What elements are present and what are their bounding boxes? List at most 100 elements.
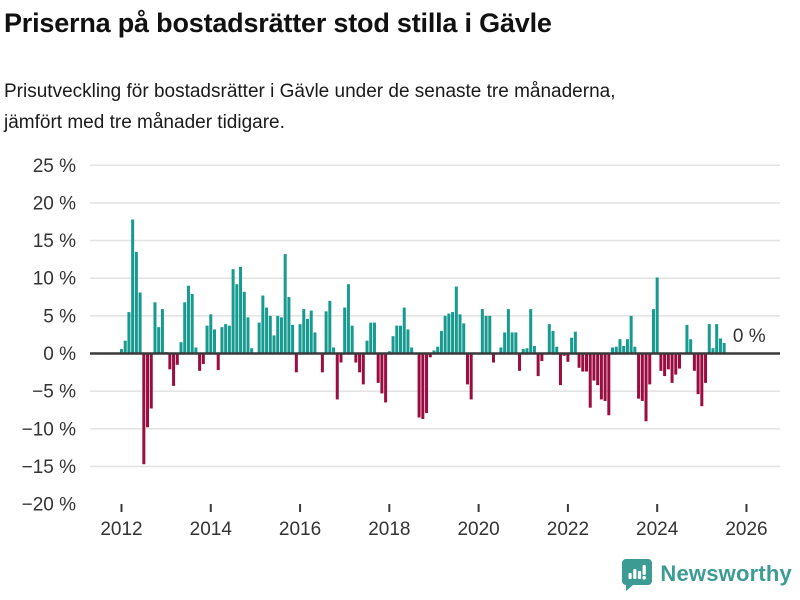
price-bar — [138, 292, 142, 354]
price-bar — [205, 325, 209, 354]
price-bar — [227, 325, 231, 354]
price-bar — [246, 317, 250, 354]
y-axis-label: 0 % — [43, 344, 76, 365]
price-bar — [160, 309, 164, 354]
price-bar — [666, 353, 670, 370]
price-bar — [670, 353, 674, 383]
price-bar — [525, 348, 529, 354]
price-bar — [235, 284, 239, 354]
price-bar — [361, 353, 365, 385]
price-bar — [194, 347, 198, 354]
price-bar — [410, 347, 414, 354]
price-bar — [707, 324, 711, 354]
price-bar — [663, 353, 667, 377]
price-bar — [395, 325, 399, 354]
price-bar — [458, 314, 462, 354]
price-bar — [220, 327, 224, 354]
price-bar — [506, 309, 510, 354]
x-axis-label: 2022 — [547, 519, 589, 540]
chart-subtitle: Prisutveckling för bostadsrätter i Gävle… — [4, 76, 784, 138]
price-bar — [294, 353, 298, 373]
price-bar — [655, 277, 659, 354]
price-bar — [302, 309, 306, 354]
price-bar — [309, 310, 313, 354]
price-bar — [134, 251, 138, 354]
y-axis-label: −5 % — [32, 382, 76, 403]
price-bar — [384, 353, 388, 403]
y-axis-label: −10 % — [22, 419, 77, 440]
price-bar — [555, 346, 559, 354]
price-bar — [659, 353, 663, 371]
price-bar — [261, 295, 265, 354]
price-bar — [651, 309, 655, 354]
price-bar — [443, 315, 447, 354]
price-bar — [633, 346, 637, 354]
price-bar — [224, 324, 228, 354]
newsworthy-logo-icon — [622, 558, 653, 591]
price-bar — [242, 291, 246, 354]
price-bar — [179, 342, 183, 354]
price-bar — [518, 353, 522, 371]
price-bar — [332, 347, 336, 354]
price-bar — [213, 329, 216, 354]
y-axis-label: 20 % — [33, 193, 76, 214]
price-bar — [637, 353, 641, 399]
price-bar — [146, 353, 150, 428]
price-bar — [704, 353, 708, 383]
x-axis-label: 2012 — [100, 519, 142, 540]
price-bar — [428, 353, 432, 358]
price-bar — [454, 286, 458, 354]
newsworthy-logo-text: Newsworthy — [660, 561, 792, 586]
price-bar — [175, 353, 179, 365]
chart-subtitle-line1: Prisutveckling för bostadsrätter i Gävle… — [4, 81, 616, 102]
price-bar — [183, 302, 187, 354]
price-bar — [573, 331, 577, 354]
price-bar — [618, 339, 622, 354]
price-bar — [599, 353, 603, 400]
price-bar — [640, 353, 644, 401]
price-bar — [354, 353, 358, 363]
price-bar — [172, 353, 176, 386]
price-bar — [462, 323, 466, 354]
price-bar — [521, 348, 525, 354]
price-bar — [499, 347, 503, 354]
price-bar — [339, 353, 343, 363]
price-bar — [209, 314, 213, 354]
price-bar — [350, 325, 354, 354]
newsworthy-logo: Newsworthy — [622, 556, 792, 592]
price-bar — [402, 307, 406, 354]
price-bar — [343, 307, 347, 354]
price-bar — [376, 353, 380, 383]
price-bar — [157, 327, 161, 354]
price-bar — [685, 324, 689, 354]
price-bar — [614, 346, 618, 354]
x-axis-label: 2016 — [279, 519, 321, 540]
price-bar — [722, 342, 726, 354]
price-bar — [186, 285, 190, 354]
price-bar — [149, 353, 153, 409]
price-bar — [536, 353, 540, 377]
price-bar — [447, 313, 451, 354]
price-bar — [239, 266, 243, 354]
price-bar — [718, 338, 722, 354]
price-bar — [581, 353, 585, 372]
price-bar — [279, 317, 283, 354]
price-bar — [558, 353, 562, 386]
price-bar — [365, 340, 369, 354]
price-bar — [432, 350, 436, 354]
price-bar — [603, 353, 607, 401]
price-bar — [622, 345, 626, 354]
price-bar — [324, 311, 328, 354]
price-bar — [265, 307, 269, 354]
price-bar — [592, 353, 596, 381]
price-bar — [406, 329, 410, 354]
price-bar — [291, 324, 295, 354]
price-bar — [492, 353, 495, 363]
price-bar — [120, 348, 123, 354]
price-bar — [596, 353, 600, 386]
price-bar — [358, 353, 362, 373]
price-bar — [399, 325, 402, 354]
price-bar — [715, 324, 719, 354]
price-bar — [644, 353, 648, 422]
y-axis-label: 15 % — [33, 231, 76, 252]
